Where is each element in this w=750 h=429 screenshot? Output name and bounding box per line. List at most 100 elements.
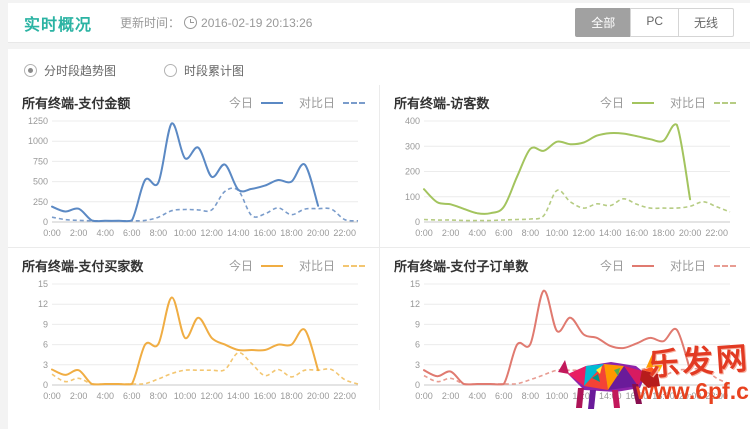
- y-tick-label: 0: [43, 217, 48, 227]
- filter-all-button[interactable]: 全部: [575, 8, 632, 37]
- compare-day-line: [51, 187, 359, 222]
- chart-panel-sub-orders: 所有终端-支付子订单数 今日 对比日 0 3 6 9 12 15 0:00 2:00 4:00 6…: [379, 247, 750, 410]
- x-tick-label: 16:00: [254, 391, 277, 401]
- legend-today-swatch: [631, 101, 654, 104]
- compare-day-line: [423, 365, 731, 386]
- x-tick-label: 18:00: [280, 228, 303, 238]
- line-chart-canvas: 0 250 500 750 1000 1250 0:00 2:00 4:00 6:00 8:00 10…: [28, 116, 359, 238]
- today-line: [423, 289, 692, 386]
- x-tick-label: 20:00: [307, 228, 330, 238]
- legend-today-swatch: [260, 101, 283, 104]
- legend-compare-label: 对比日: [298, 259, 335, 273]
- x-tick-label: 14:00: [227, 228, 250, 238]
- compare-day-line: [423, 189, 731, 222]
- chart-legend: 今日 对比日: [600, 257, 736, 274]
- x-tick-label: 2:00: [70, 391, 88, 401]
- x-tick-label: 18:00: [652, 391, 675, 401]
- x-tick-label: 8:00: [522, 228, 540, 238]
- chart-legend: 今日 对比日: [229, 94, 365, 111]
- x-tick-label: 12:00: [572, 391, 595, 401]
- x-tick-label: 10:00: [546, 391, 569, 401]
- x-tick-label: 12:00: [572, 228, 595, 238]
- x-tick-label: 2:00: [442, 391, 460, 401]
- line-chart-canvas: 0 3 6 9 12 15 0:00 2:00 4:00 6:00 8:00 10:00 12:00 14…: [38, 279, 359, 401]
- x-tick-label: 0:00: [43, 391, 61, 401]
- chart-title: 所有终端-支付子订单数: [394, 259, 529, 274]
- header-bar: 实时概况 更新时间： 2016-02-19 20:13:26 全部 PC 无线: [8, 3, 750, 43]
- x-tick-label: 10:00: [174, 228, 197, 238]
- x-tick-label: 12:00: [200, 391, 223, 401]
- x-tick-label: 2:00: [70, 228, 88, 238]
- today-line: [423, 123, 692, 215]
- terminal-filter-group: 全部 PC 无线: [575, 8, 734, 37]
- legend-compare-swatch: [343, 101, 365, 104]
- update-time-label: 更新时间：: [120, 16, 181, 30]
- x-tick-label: 8:00: [150, 228, 168, 238]
- legend-today-swatch: [260, 264, 283, 267]
- legend-today-label: 今日: [599, 96, 624, 110]
- chart-legend: 今日 对比日: [229, 257, 365, 274]
- y-tick-label: 0: [415, 217, 420, 227]
- x-tick-label: 22:00: [705, 391, 728, 401]
- today-line: [51, 296, 320, 386]
- legend-today-label: 今日: [599, 259, 624, 273]
- y-tick-label: 400: [405, 116, 420, 126]
- x-tick-label: 10:00: [174, 391, 197, 401]
- radio-trend-label: 分时段趋势图: [44, 64, 117, 78]
- radio-checked-icon[interactable]: [24, 64, 37, 77]
- x-tick-label: 14:00: [227, 391, 250, 401]
- x-tick-label: 4:00: [96, 228, 114, 238]
- x-tick-label: 8:00: [522, 391, 540, 401]
- line-chart-canvas: 0 3 6 9 12 15 0:00 2:00 4:00 6:00 8:00 10:00 12:00 14…: [410, 279, 731, 401]
- radio-unchecked-icon[interactable]: [164, 64, 178, 77]
- filter-pc-button[interactable]: PC: [630, 8, 679, 37]
- x-tick-label: 4:00: [468, 228, 486, 238]
- chart-mode-options: 分时段趋势图 时段累计图: [8, 49, 750, 85]
- chart-panel-visitors: 所有终端-访客数 今日 对比日 0 100 200 300 400 0:00 2:00 4:0…: [379, 85, 750, 247]
- y-tick-label: 750: [33, 156, 48, 166]
- legend-compare-swatch: [714, 101, 736, 104]
- legend-today-label: 今日: [228, 96, 253, 110]
- y-tick-label: 300: [405, 141, 420, 151]
- y-tick-label: 9: [415, 319, 420, 329]
- x-tick-label: 12:00: [200, 228, 223, 238]
- line-chart-canvas: 0 100 200 300 400 0:00 2:00 4:00 6:00 8:00 10:00 12…: [405, 116, 731, 238]
- legend-compare-swatch: [343, 264, 365, 267]
- y-tick-label: 15: [410, 279, 420, 289]
- y-tick-label: 200: [405, 167, 420, 177]
- x-tick-label: 6:00: [495, 228, 513, 238]
- radio-cumulative-chart[interactable]: 时段累计图: [164, 62, 244, 79]
- legend-today-swatch: [631, 264, 654, 267]
- x-tick-label: 20:00: [679, 228, 702, 238]
- chart-title: 所有终端-访客数: [394, 96, 490, 111]
- x-tick-label: 22:00: [705, 228, 728, 238]
- x-tick-label: 14:00: [599, 391, 622, 401]
- legend-compare-swatch: [714, 264, 736, 267]
- x-tick-label: 16:00: [254, 228, 277, 238]
- filter-wireless-button[interactable]: 无线: [677, 8, 734, 37]
- today-line: [51, 122, 320, 223]
- compare-day-line: [51, 351, 359, 386]
- x-tick-label: 14:00: [599, 228, 622, 238]
- x-tick-label: 10:00: [546, 228, 569, 238]
- y-tick-label: 250: [33, 197, 48, 207]
- x-tick-label: 20:00: [307, 391, 330, 401]
- x-tick-label: 18:00: [280, 391, 303, 401]
- x-tick-label: 4:00: [96, 391, 114, 401]
- x-tick-label: 0:00: [43, 228, 61, 238]
- y-tick-label: 3: [43, 360, 48, 370]
- x-tick-label: 6:00: [123, 391, 141, 401]
- radio-trend-chart[interactable]: 分时段趋势图: [24, 62, 116, 79]
- chart-panel-paying-buyers: 所有终端-支付买家数 今日 对比日 0 3 6 9 12 15 0:00 2:00 4:00 6:…: [8, 247, 379, 410]
- x-tick-label: 20:00: [679, 391, 702, 401]
- y-tick-label: 3: [415, 360, 420, 370]
- x-tick-label: 0:00: [415, 228, 433, 238]
- legend-compare-label: 对比日: [669, 96, 706, 110]
- x-tick-label: 22:00: [333, 391, 356, 401]
- charts-grid: 所有终端-支付金额 今日 对比日 0 250 500 750 1000 1250 0:00 2…: [8, 85, 750, 410]
- chart-panel-payment-amount: 所有终端-支付金额 今日 对比日 0 250 500 750 1000 1250 0:00 2…: [8, 85, 379, 247]
- clock-icon: [184, 16, 198, 29]
- legend-compare-label: 对比日: [298, 96, 335, 110]
- legend-today-label: 今日: [228, 259, 253, 273]
- radio-cumulative-label: 时段累计图: [184, 64, 245, 78]
